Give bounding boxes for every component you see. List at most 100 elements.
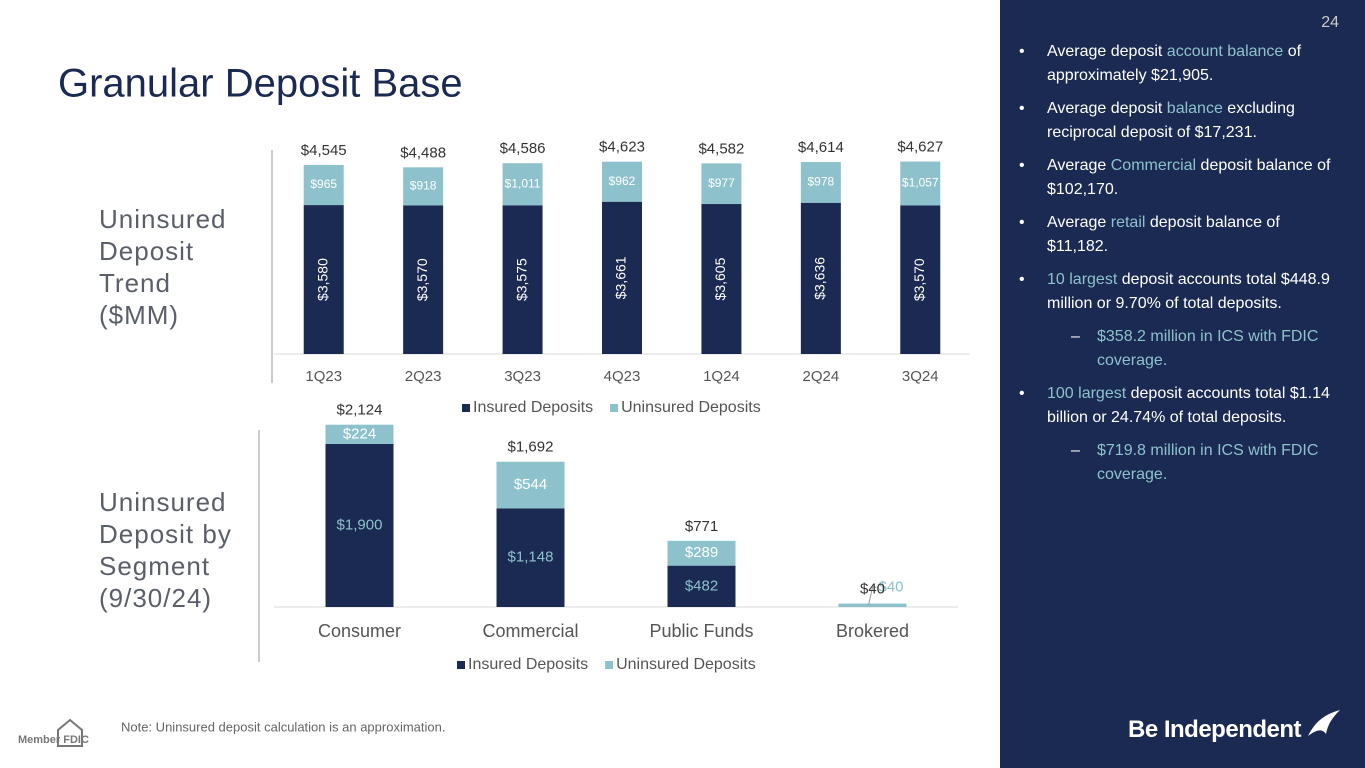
value-label: $3,575 xyxy=(513,258,529,301)
x-tick-label: Brokered xyxy=(836,621,909,641)
fdic: Member FDIC xyxy=(18,734,89,746)
side-label: Uninsured Deposit Trend ($MM) xyxy=(99,204,227,330)
x-tick-label: Public Funds xyxy=(649,621,753,641)
bullet-text: of approximately $21,905. xyxy=(1047,43,1302,84)
bullet-text: 10 largest xyxy=(1047,271,1118,288)
bar-segment xyxy=(602,201,642,354)
total-label: $1,692 xyxy=(508,439,554,456)
value-label: $3,580 xyxy=(314,258,330,301)
bullet-text: Commercial xyxy=(1110,157,1197,174)
bar-segment xyxy=(502,205,543,354)
total-label: $771 xyxy=(685,518,718,535)
housing-icon xyxy=(57,718,83,747)
bar-segment xyxy=(900,161,941,206)
value-label: $1,900 xyxy=(337,516,383,533)
logo: Be Independent xyxy=(1128,716,1302,743)
value-label: $3,570 xyxy=(911,258,927,301)
bar-segment xyxy=(325,443,394,607)
bullet: Average deposit balance excluding recipr… xyxy=(1015,97,1335,145)
bar-segment xyxy=(838,603,907,607)
value-label: $3,661 xyxy=(613,256,629,299)
value-label: $965 xyxy=(310,177,337,191)
legend-label: Insured Deposits xyxy=(473,399,593,416)
bar-segment xyxy=(701,163,742,205)
bullet-text: deposit balance of $102,170. xyxy=(1047,157,1331,198)
total-label: $4,582 xyxy=(698,140,744,157)
bullet: Average deposit account balance of appro… xyxy=(1015,40,1335,88)
total-label: $4,623 xyxy=(599,139,645,156)
bullet-list: Average deposit account balance of appro… xyxy=(1015,40,1335,496)
value-label: $40 xyxy=(879,578,904,595)
legend-swatch xyxy=(610,404,619,412)
bullet-text: 100 largest xyxy=(1047,385,1127,402)
value-label: $1,148 xyxy=(508,549,554,566)
legend-label: Uninsured Deposits xyxy=(616,656,756,673)
bar-segment xyxy=(496,508,565,607)
bullet-text: account balance xyxy=(1166,43,1284,60)
value-label: $962 xyxy=(609,174,636,188)
total-label: $4,627 xyxy=(897,138,943,155)
leader-line xyxy=(868,586,877,606)
value-label: $3,636 xyxy=(812,257,828,300)
x-tick-label: 3Q24 xyxy=(902,368,939,385)
value-label: $544 xyxy=(514,476,547,493)
bullet-text: Average xyxy=(1047,157,1111,174)
bullet-text: $719.8 million in ICS with FDIC coverage… xyxy=(1097,442,1319,483)
x-tick-label: Commercial xyxy=(482,621,578,641)
bullet-text: Average deposit xyxy=(1047,43,1167,60)
bar-segment xyxy=(800,202,841,354)
value-label: $978 xyxy=(808,175,835,189)
bullet-text: balance xyxy=(1166,100,1223,117)
side-panel: 24 Average deposit account balance of ap… xyxy=(1000,0,1365,768)
total-label: $4,545 xyxy=(301,142,347,159)
legend-swatch xyxy=(462,404,470,412)
side-label: Uninsured Deposit by Segment (9/30/24) xyxy=(99,487,232,613)
bullet: 100 largest deposit accounts total $1.14… xyxy=(1015,382,1335,430)
x-tick-label: 4Q23 xyxy=(604,368,641,385)
legend-swatch xyxy=(605,661,614,669)
bar-segment xyxy=(303,164,344,206)
note: Note: Uninsured deposit calculation is a… xyxy=(121,719,445,734)
value-label: $1,011 xyxy=(505,176,541,190)
total-label: $4,614 xyxy=(798,139,844,156)
bar-segment xyxy=(502,163,543,206)
bar-segment xyxy=(667,540,736,566)
bullet-text: Average xyxy=(1047,214,1111,231)
x-tick-label: 2Q24 xyxy=(803,368,840,385)
value-label: $482 xyxy=(685,577,718,594)
bar-segment xyxy=(303,205,344,354)
value-label: $224 xyxy=(343,425,376,442)
legend-label: Uninsured Deposits xyxy=(621,399,761,416)
x-tick-label: 3Q23 xyxy=(504,368,541,385)
x-tick-label: Consumer xyxy=(318,621,401,641)
bullet: Average retail deposit balance of $11,18… xyxy=(1015,211,1335,259)
page-number: 24 xyxy=(1321,14,1339,31)
bar-segment xyxy=(403,167,444,206)
title: Granular Deposit Base xyxy=(58,62,463,106)
bullet-text: deposit accounts total $1.14 billion or … xyxy=(1047,385,1330,426)
bullet: $358.2 million in ICS with FDIC coverage… xyxy=(1015,325,1335,373)
bullet-text: deposit balance of $11,182. xyxy=(1047,214,1280,255)
bullet-text: excluding reciprocal deposit of $17,231. xyxy=(1047,100,1295,141)
bullet: 10 largest deposit accounts total $448.9… xyxy=(1015,268,1335,316)
legend-swatch xyxy=(457,661,465,669)
bar-segment xyxy=(403,205,444,354)
value-label: $1,057 xyxy=(902,176,939,190)
charts: Granular Deposit Base Note: Uninsured de… xyxy=(18,62,970,747)
bar-segment xyxy=(602,161,642,202)
bar-segment xyxy=(701,204,742,354)
value-label: $918 xyxy=(410,179,437,193)
bullet-text: $358.2 million in ICS with FDIC coverage… xyxy=(1097,328,1319,369)
legend-label: Insured Deposits xyxy=(468,656,588,673)
x-tick-label: 2Q23 xyxy=(405,368,442,385)
bullet-text: retail xyxy=(1110,214,1146,231)
bar-segment xyxy=(496,461,565,509)
value-label: $3,570 xyxy=(414,258,430,301)
x-tick-label: 1Q24 xyxy=(703,368,740,385)
bullet-text: Average deposit xyxy=(1047,100,1167,117)
bullet: Average Commercial deposit balance of $1… xyxy=(1015,154,1335,202)
x-tick-label: 1Q23 xyxy=(305,368,342,385)
bar-segment xyxy=(325,424,394,444)
total-label: $4,488 xyxy=(400,144,446,161)
